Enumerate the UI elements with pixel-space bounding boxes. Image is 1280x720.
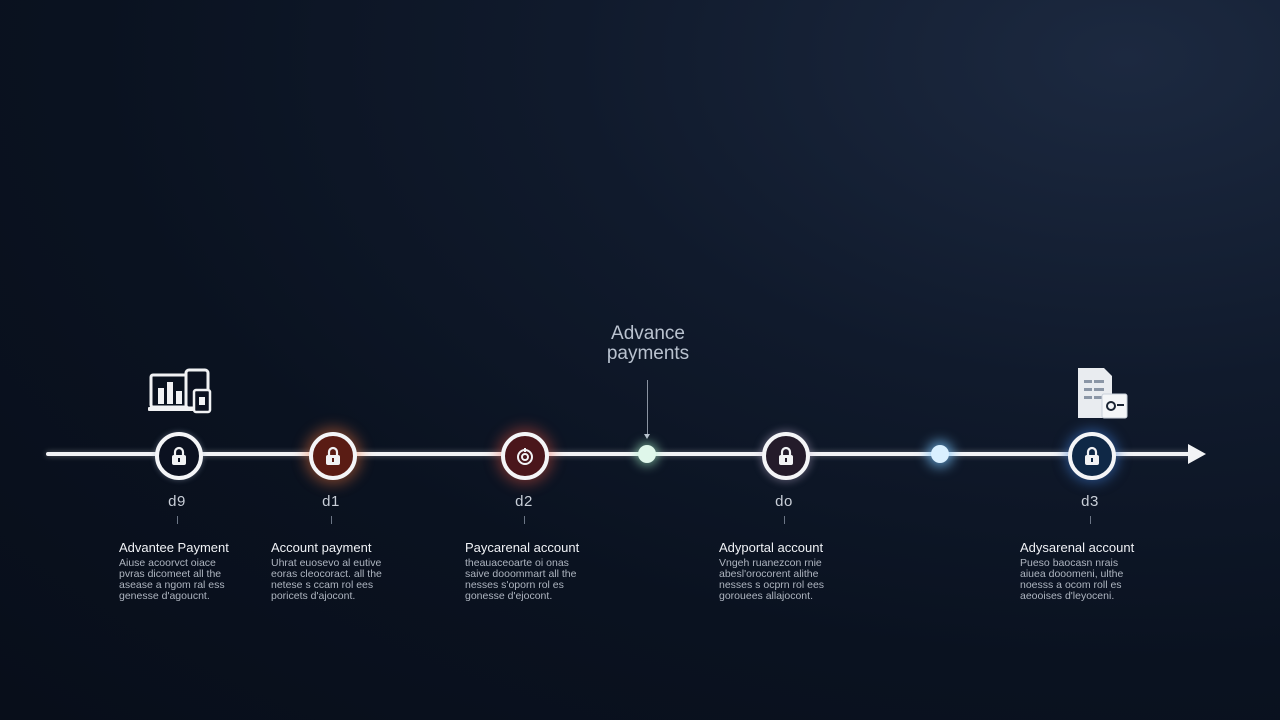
step-description: Aiuse acoorvct oiace pvras dicomeet all …: [119, 557, 225, 602]
document-icon: [1078, 368, 1128, 419]
coin-icon: [517, 448, 533, 465]
timeline-marker-green: [638, 445, 656, 463]
step-tick: [177, 516, 178, 524]
step-description: Pueso baocasn nrais aiuea dooomeni, ulth…: [1020, 557, 1124, 602]
timeline-marker-blue: [931, 445, 949, 463]
timeline-arrow-head: [1188, 444, 1206, 464]
step-title: Paycarenal account: [465, 540, 580, 555]
step-node-2: [309, 432, 357, 480]
step-title: Adysarenal account: [1020, 540, 1135, 555]
step-code: d1: [322, 493, 340, 510]
timeline-line: [46, 452, 1196, 456]
step-code: d2: [515, 493, 533, 510]
advance-payments-callout: Advance payments: [606, 323, 690, 364]
step-tick: [331, 516, 332, 524]
step-node-1: [155, 432, 203, 480]
lock-icon: [779, 446, 793, 465]
lock-icon: [1085, 446, 1099, 465]
step-node-3: [501, 432, 549, 480]
step-tick: [784, 516, 785, 524]
lock-icon: [326, 446, 340, 465]
step-node-4: [762, 432, 810, 480]
step-code: d9: [168, 493, 186, 510]
step-tick: [524, 516, 525, 524]
step-node-5: [1068, 432, 1116, 480]
step-code: do: [775, 493, 793, 510]
step-title: Advantee Payment: [119, 540, 229, 555]
dashboard-devices-icon: [148, 368, 212, 414]
step-description: Uhrat euosevo al eutive eoras cleocoract…: [271, 557, 382, 602]
step-tick: [1090, 516, 1091, 524]
step-code: d3: [1081, 493, 1099, 510]
callout-pointer-arrow: [644, 434, 650, 439]
step-description: theauaceoarte oi onas saive dooommart al…: [465, 557, 577, 602]
lock-icon: [172, 446, 186, 465]
step-title: Adyportal account: [719, 540, 824, 555]
step-title: Account payment: [271, 540, 372, 555]
step-description: Vngeh ruanezcon rnie abesl'orocorent ali…: [719, 557, 825, 602]
callout-pointer-line: [647, 380, 648, 436]
